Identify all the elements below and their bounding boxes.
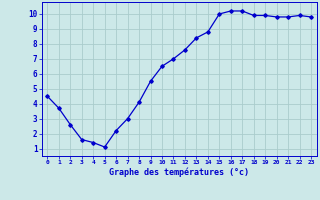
- X-axis label: Graphe des températures (°c): Graphe des températures (°c): [109, 168, 249, 177]
